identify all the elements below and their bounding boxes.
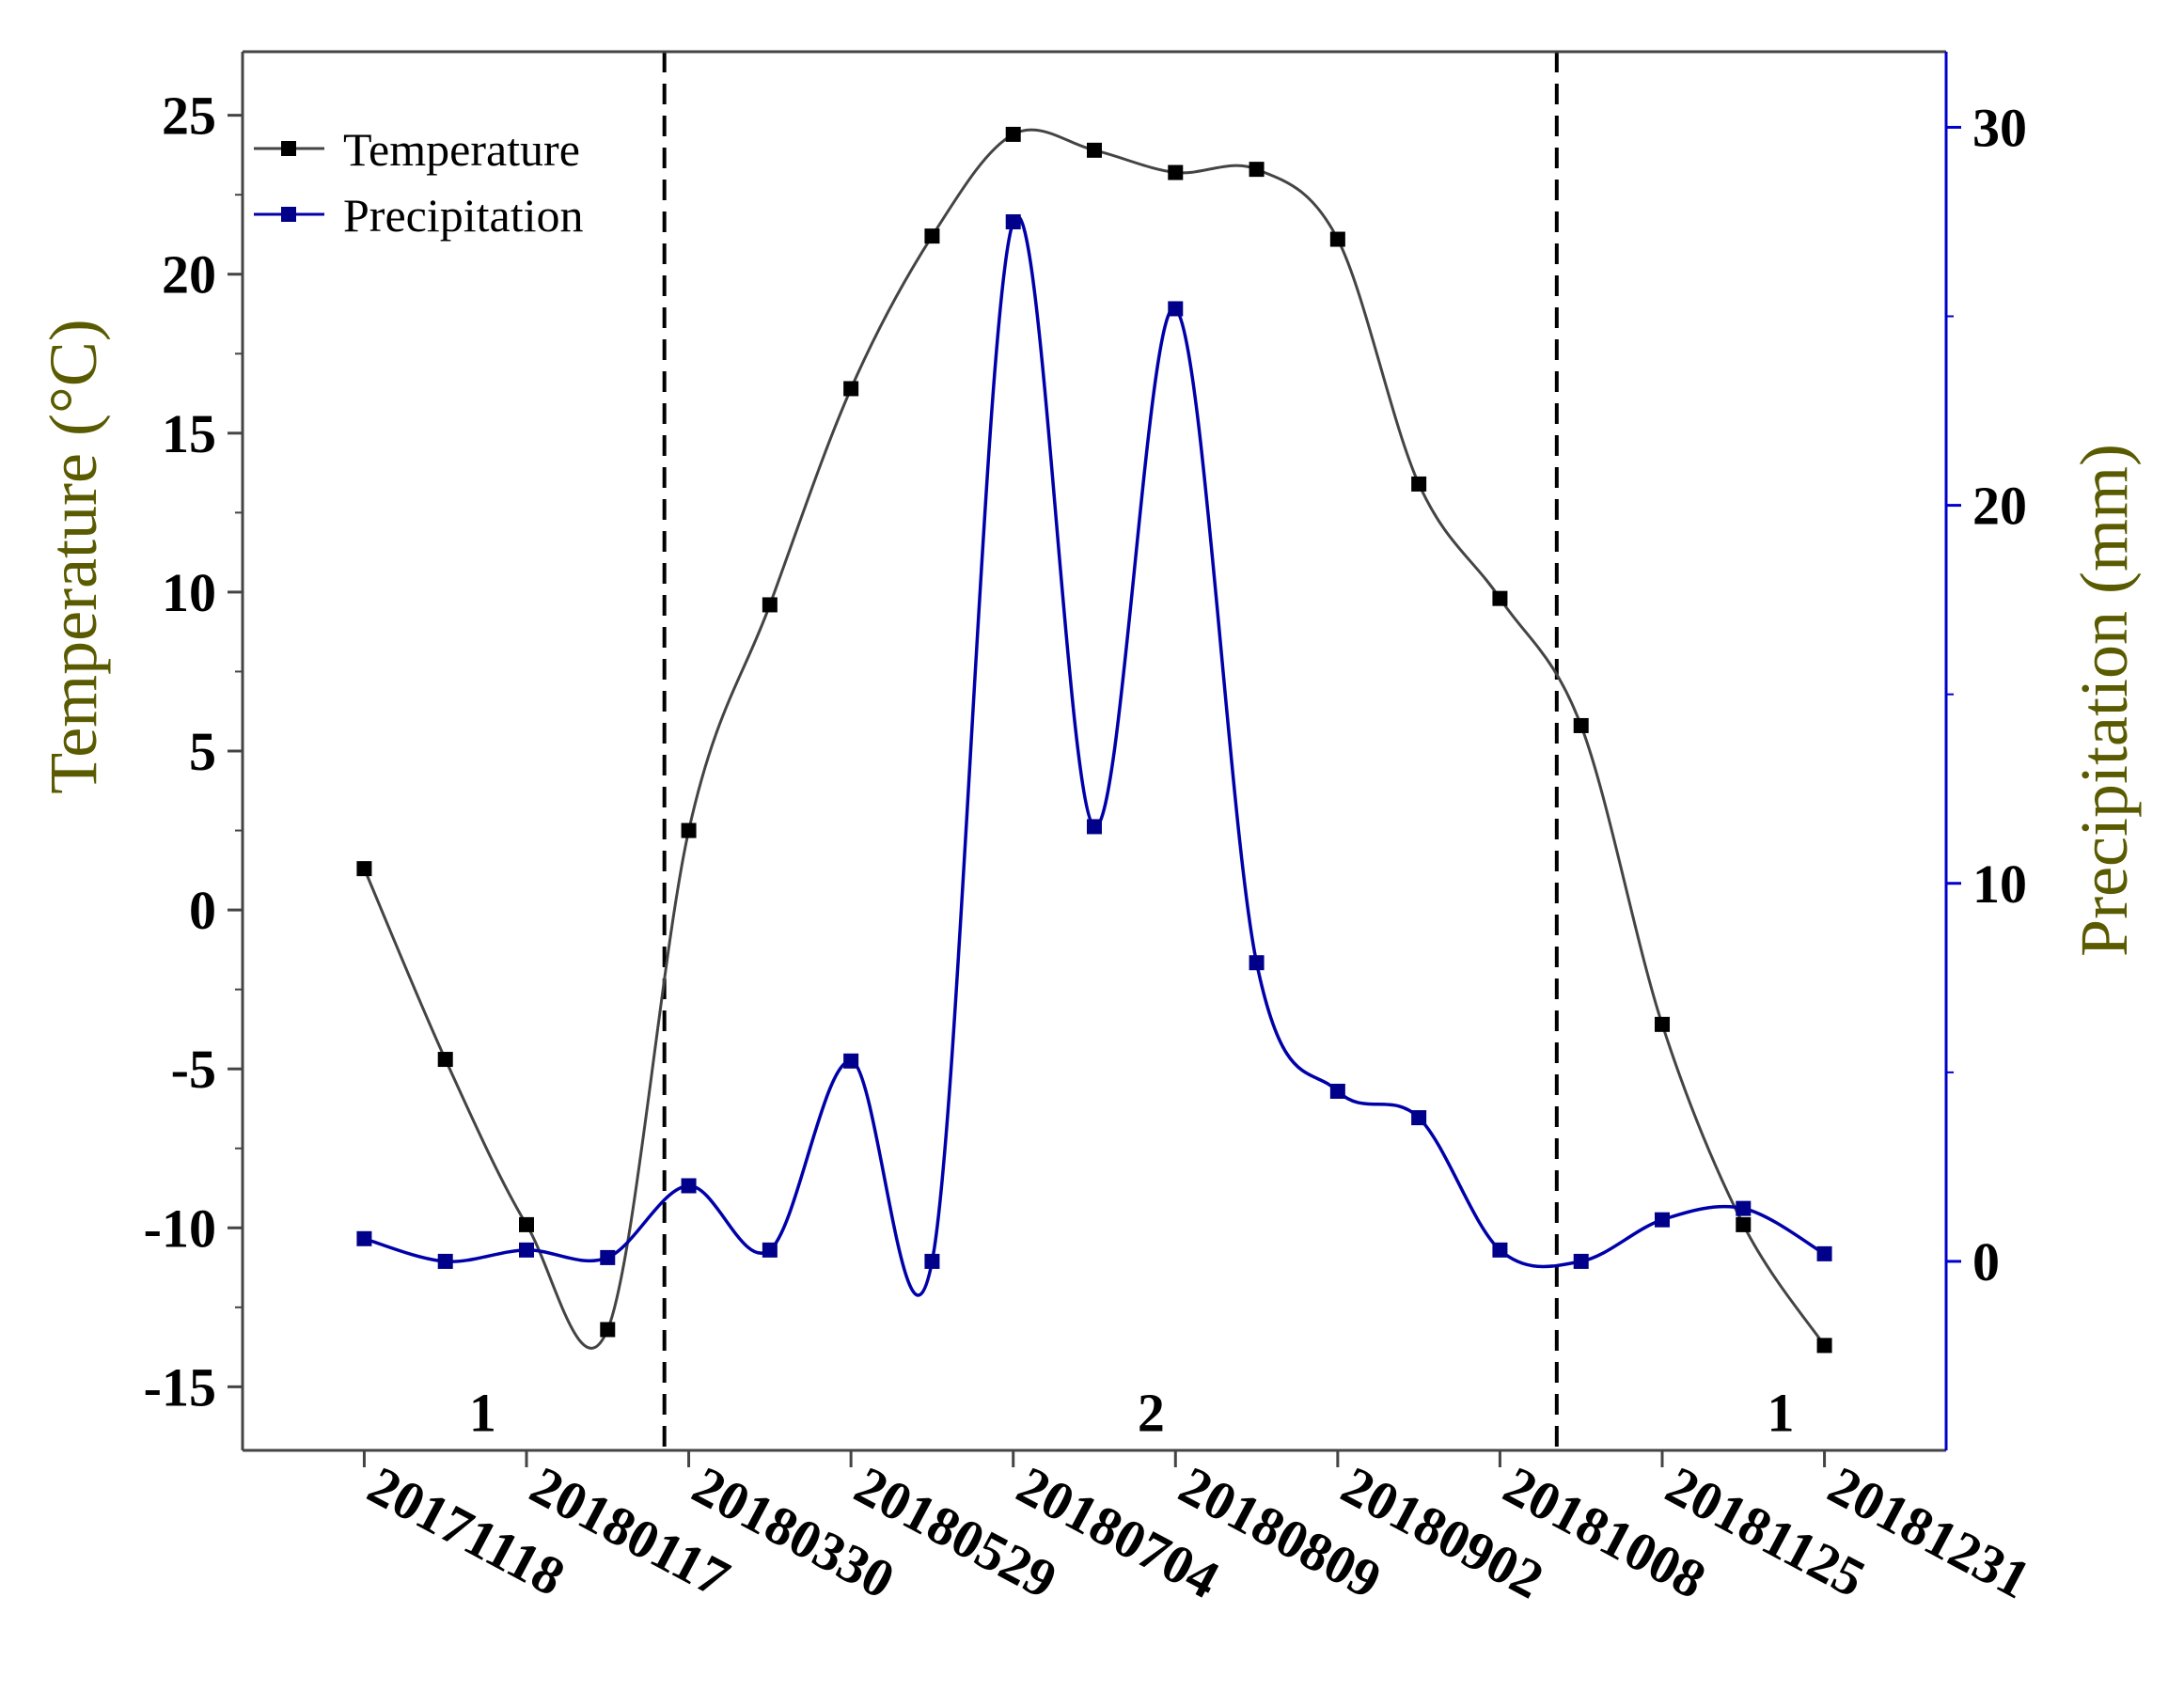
y2-tick-label: 20 [1972,476,2027,537]
y2-tick-label: 10 [1972,853,2027,915]
legend-label-temperature: Temperature [343,123,580,176]
temperature-point [1816,1338,1832,1354]
y-tick-label: -10 [144,1198,216,1259]
precipitation-point [1411,1110,1427,1126]
precipitation-point [1573,1253,1589,1269]
temperature-point [1329,231,1345,247]
precipitation-point [924,1253,940,1269]
temperature-point [1736,1216,1752,1232]
temperature-point [1492,590,1508,606]
precipitation-point [1329,1083,1345,1099]
temperature-point [843,381,859,397]
y-tick-label: 10 [162,562,216,623]
precipitation-point [1816,1245,1832,1261]
series-lines [363,128,1826,1350]
axes [228,50,1961,1467]
temperature-point [1087,142,1102,158]
region-labels: 1 2 1 [469,1383,1795,1444]
legend: Temperature Precipitation [254,123,584,242]
region-label: 1 [1767,1383,1794,1444]
y-tick-label: 5 [189,721,216,782]
y-tick-label: -5 [171,1039,216,1100]
y-tick-label: 0 [189,880,216,941]
temperature-point [1249,162,1265,178]
legend-marker-precipitation [281,207,296,222]
precipitation-point [519,1242,534,1258]
temperature-point [1168,164,1184,180]
legend-marker-temperature [281,141,296,156]
temperature-point [356,861,372,877]
temperature-point [600,1322,616,1338]
temperature-line [363,128,1826,1350]
precipitation-point [1005,213,1021,229]
temperature-point [762,597,778,613]
precipitation-point [1736,1200,1752,1216]
legend-label-precipitation: Precipitation [343,189,584,242]
precipitation-point [1655,1212,1670,1228]
temperature-point [1411,476,1427,492]
precipitation-point [1087,819,1102,835]
y-axis-title: Temperature (°C) [36,319,111,794]
y2-tick-label: 30 [1972,97,2027,158]
temperature-point [924,228,940,244]
tick-labels: -15-10-505101520250102030201711182018011… [144,86,2040,1611]
region-label: 1 [469,1383,496,1444]
precipitation-point [437,1253,453,1269]
y-tick-label: -15 [144,1356,216,1417]
y-tick-label: 20 [162,244,216,305]
region-label: 2 [1138,1383,1165,1444]
precipitation-point [762,1242,778,1258]
temperature-point [437,1052,453,1068]
precipitation-point [1249,955,1265,971]
precipitation-point [1492,1242,1508,1258]
temperature-point [1655,1016,1670,1032]
precipitation-point [843,1053,859,1069]
precipitation-point [681,1178,697,1194]
temperature-point [519,1216,534,1232]
y2-tick-label: 0 [1972,1231,2000,1292]
series-markers [356,126,1832,1354]
divider-lines [662,52,1559,1450]
y-tick-label: 15 [162,403,216,464]
temperature-point [681,822,697,838]
y-tick-label: 25 [162,86,216,147]
precipitation-point [1168,301,1184,317]
precipitation-point [600,1249,616,1265]
temperature-point [1573,717,1589,733]
precipitation-point [356,1230,372,1246]
y2-axis-title: Precipitation (mm) [2066,444,2142,957]
precipitation-line [363,214,1826,1297]
temperature-point [1005,126,1021,142]
